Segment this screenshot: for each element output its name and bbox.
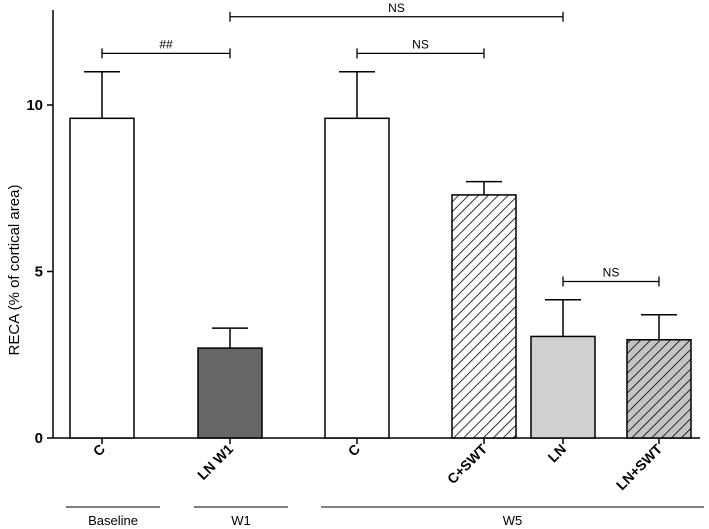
- bar: [197, 347, 263, 439]
- bar: [69, 117, 135, 439]
- y-tick-label: 5: [35, 264, 43, 281]
- category-label: LN+SWT: [613, 440, 666, 493]
- category-label: C+SWT: [444, 440, 491, 487]
- category-label: C: [90, 441, 108, 459]
- bars: [69, 117, 692, 439]
- significance-label: NS: [412, 37, 429, 51]
- y-tick-label: 0: [35, 430, 43, 447]
- significance-label: ##: [159, 37, 173, 51]
- bar: [626, 339, 692, 439]
- category-label: LN: [545, 441, 570, 466]
- bar: [530, 335, 596, 439]
- bar: [324, 117, 390, 439]
- category-label: LN W1: [194, 441, 236, 483]
- error-bars: [84, 70, 677, 349]
- group-label: W1: [231, 513, 251, 528]
- group-labels: Baseline W1 W5: [66, 506, 704, 528]
- category-labels: C LN W1 C C+SWT LN LN+SWT: [90, 438, 666, 493]
- significance-brackets: ## NS NS NS: [101, 1, 660, 287]
- significance-label: NS: [603, 265, 620, 279]
- category-label: C: [345, 441, 363, 459]
- y-tick-label: 10: [26, 97, 43, 114]
- significance-label: NS: [388, 1, 405, 15]
- y-axis-label: RECA (% of cortical area): [6, 185, 23, 356]
- group-label: Baseline: [88, 513, 138, 528]
- bar: [451, 194, 517, 439]
- group-label: W5: [503, 513, 523, 528]
